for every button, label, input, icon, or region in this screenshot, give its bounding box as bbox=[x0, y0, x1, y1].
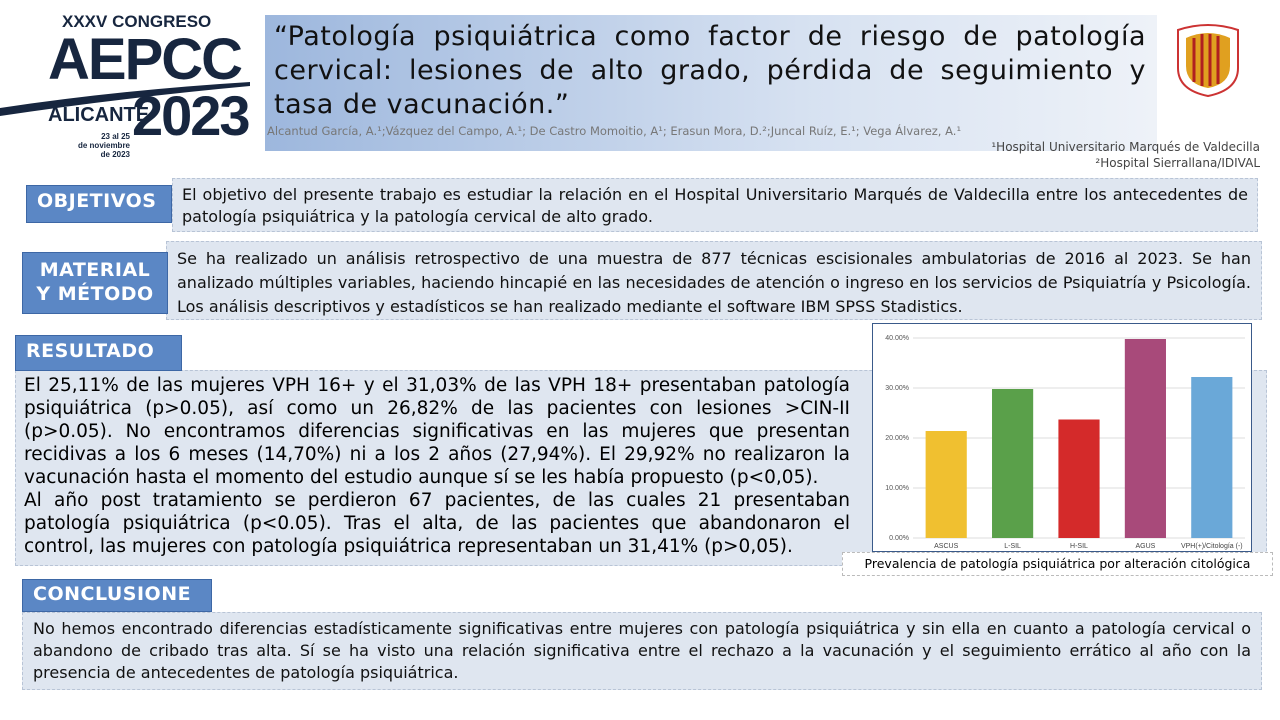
section-heading: RESULTADO bbox=[15, 335, 182, 371]
city: ALICANTE bbox=[48, 104, 150, 126]
conclusion-box: No hemos encontrado diferencias estadíst… bbox=[22, 612, 1262, 690]
title: “Patología psiquiátrica como factor de r… bbox=[274, 21, 1146, 120]
society: AEPCC bbox=[48, 27, 243, 92]
x-tick-label: L-SIL bbox=[1004, 543, 1021, 550]
authors: Alcantud García, A.¹;Vázquez del Campo, … bbox=[267, 124, 962, 138]
heading-line: Y MÉTODO bbox=[36, 283, 154, 305]
y-tick-label: 0.00% bbox=[889, 535, 909, 542]
x-tick-label: ASCUS bbox=[934, 543, 958, 550]
paragraph: El objetivo del presente trabajo es estu… bbox=[182, 185, 1248, 226]
affiliations: ¹Hospital Universitario Marqués de Valde… bbox=[991, 139, 1260, 171]
chart: 0.00% 10.00% 20.00% 30.00% 40.00% ASCUS L-SIL H… bbox=[872, 323, 1252, 552]
chart-caption: Prevalencia de patología psiquiátrica po… bbox=[842, 552, 1273, 576]
affiliation: ¹Hospital Universitario Marqués de Valde… bbox=[991, 140, 1260, 154]
section-heading: CONCLUSIONE bbox=[22, 579, 212, 612]
y-tick-label: 20.00% bbox=[885, 435, 909, 442]
x-tick-label: H-SIL bbox=[1070, 543, 1088, 550]
paragraph: Se ha realizado un análisis retrospectiv… bbox=[177, 249, 1251, 316]
paragraph: El 25,11% de las mujeres VPH 16+ y el 31… bbox=[24, 375, 850, 488]
y-tick-label: 40.00% bbox=[885, 335, 909, 342]
results-text: El 25,11% de las mujeres VPH 16+ y el 31… bbox=[24, 374, 850, 558]
section-heading: MATERIAL Y MÉTODO bbox=[22, 252, 168, 314]
logo-swoosh bbox=[0, 82, 250, 116]
date-line: 23 al 25 bbox=[101, 132, 130, 141]
bar bbox=[992, 389, 1034, 538]
heading-line: OBJETIVOS bbox=[37, 190, 157, 212]
y-tick-label: 10.00% bbox=[885, 485, 909, 492]
bar bbox=[1058, 419, 1100, 538]
dates: 23 al 25 de noviembre de 2023 bbox=[70, 132, 130, 159]
date-line: de noviembre bbox=[77, 141, 130, 150]
bar bbox=[1124, 339, 1166, 538]
bar bbox=[1191, 377, 1233, 538]
title-band bbox=[265, 15, 1157, 151]
material-box: Se ha realizado un análisis retrospectiv… bbox=[166, 241, 1262, 320]
paragraph: Al año post tratamiento se perdieron 67 … bbox=[24, 490, 850, 557]
y-tick-label: 30.00% bbox=[885, 385, 909, 392]
heading-line: MATERIAL bbox=[39, 259, 151, 281]
x-tick-label: AGUS bbox=[1135, 543, 1155, 550]
objetivos-box: El objetivo del presente trabajo es estu… bbox=[172, 178, 1258, 232]
section-heading: OBJETIVOS bbox=[26, 185, 172, 223]
society-logo bbox=[1177, 24, 1239, 98]
affiliation: ²Hospital Sierrallana/IDIVAL bbox=[1095, 156, 1260, 170]
date-line: de 2023 bbox=[100, 150, 130, 159]
year: 2023 bbox=[132, 84, 251, 147]
x-tick-label: VPH(+)/Citología (-) bbox=[1181, 543, 1243, 550]
bar bbox=[925, 431, 967, 538]
heading-line: CONCLUSIONE bbox=[33, 583, 192, 605]
congress: XXXV CONGRESO bbox=[62, 12, 212, 31]
heading-line: RESULTADO bbox=[26, 340, 155, 362]
paragraph: No hemos encontrado diferencias estadíst… bbox=[33, 619, 1251, 682]
